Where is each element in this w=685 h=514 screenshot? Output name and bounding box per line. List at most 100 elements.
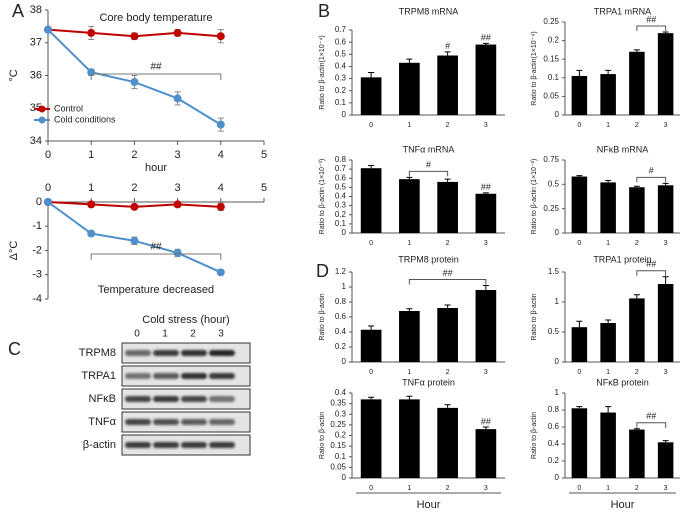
x-tick-label: 2 xyxy=(635,369,639,376)
y-tick-label: 0.7 xyxy=(335,25,347,34)
error-bar xyxy=(444,404,451,408)
annotation: ## xyxy=(150,62,162,73)
x-tick-label: 3 xyxy=(484,485,488,492)
x-tick-label: 3 xyxy=(175,149,181,161)
bar xyxy=(360,77,382,115)
bar xyxy=(657,185,674,233)
y-tick-label: 1.5 xyxy=(548,267,560,276)
x-tick-label: 5 xyxy=(261,182,267,194)
panel-label: C xyxy=(8,339,21,359)
blot-band xyxy=(181,396,207,402)
bar xyxy=(629,298,645,362)
x-tick-label: 3 xyxy=(175,182,181,194)
y-tick-label: 0.4 xyxy=(335,62,347,71)
y-tick-label: 0 xyxy=(555,473,560,482)
point xyxy=(173,94,182,103)
bar xyxy=(600,182,616,233)
y-tick-label: 0.75 xyxy=(543,155,559,164)
blot-band xyxy=(153,419,179,425)
chart-title: NFκB protein xyxy=(596,377,649,387)
error-bar xyxy=(406,58,413,63)
y-axis-label: Ratio to β-actin xyxy=(531,412,538,459)
x-tick-label: 2 xyxy=(635,122,639,129)
error-bar xyxy=(605,179,612,183)
y-tick-label: 0.5 xyxy=(335,182,347,191)
chart-title: TRPA1 protein xyxy=(593,254,651,264)
bar xyxy=(437,407,458,478)
bar xyxy=(475,429,497,478)
y-axis-label: °C xyxy=(8,69,20,81)
bar xyxy=(437,55,458,115)
error-bar xyxy=(482,426,489,430)
point xyxy=(44,198,52,206)
y-tick-label: 0.2 xyxy=(548,456,560,465)
x-axis-label: hour xyxy=(145,162,167,174)
blot-band xyxy=(181,373,207,379)
y-tick-label: 0 xyxy=(342,473,347,482)
bar xyxy=(399,62,420,115)
blot-row-label: TRPA1 xyxy=(81,370,116,382)
y-tick-label: 0 xyxy=(555,110,560,119)
bar xyxy=(399,311,420,362)
error-bar xyxy=(633,428,640,430)
x-tick-label: 1 xyxy=(407,122,411,129)
x-tick-label: 4 xyxy=(218,149,224,161)
y-tick-label: 1.2 xyxy=(335,267,347,276)
x-tick-label: 3 xyxy=(664,369,668,376)
blot-band xyxy=(209,419,235,425)
error-bar xyxy=(444,51,451,56)
x-tick-label: 1 xyxy=(407,485,411,492)
point xyxy=(173,28,182,37)
bar xyxy=(571,176,588,233)
blot-band xyxy=(125,373,151,379)
y-tick-label: 0.4 xyxy=(335,192,347,201)
y-tick-label: 0.15 xyxy=(330,441,346,450)
bar xyxy=(399,399,420,478)
error-bar xyxy=(368,325,375,330)
blot-band xyxy=(209,350,235,356)
blot-band xyxy=(181,419,207,425)
error-bar xyxy=(368,396,375,400)
y-tick-label: 0.3 xyxy=(335,409,347,418)
x-tick-label: 3 xyxy=(664,485,668,492)
bracket xyxy=(408,279,487,285)
error-bar xyxy=(662,440,669,443)
y-tick-label: 0 xyxy=(555,228,560,237)
error-bar xyxy=(605,319,612,323)
error-bar xyxy=(368,72,375,78)
x-tick-label: 1 xyxy=(606,485,610,492)
y-tick-label: 38 xyxy=(30,4,42,16)
y-tick-label: 0.25 xyxy=(330,420,346,429)
chart-title: TNFα mRNA xyxy=(403,144,455,154)
point xyxy=(87,229,96,238)
y-axis-label: Ratio to β-actin(1×10⁻⁴) xyxy=(531,31,538,105)
panel-label: B xyxy=(318,1,330,21)
y-tick-label: 0.25 xyxy=(543,204,559,213)
error-bar xyxy=(633,49,640,52)
chart-title: TNFα protein xyxy=(402,377,455,387)
error-bar xyxy=(482,192,489,194)
chart-title: TRPM8 mRNA xyxy=(399,6,459,16)
y-tick-label: 0.5 xyxy=(548,179,560,188)
lane-label: 0 xyxy=(134,329,140,340)
error-bar xyxy=(368,164,375,169)
blot-band xyxy=(209,373,235,379)
blot-band xyxy=(153,373,179,379)
bar xyxy=(657,284,674,362)
x-tick-label: 2 xyxy=(446,485,450,492)
bar xyxy=(475,290,497,362)
error-bar xyxy=(576,320,583,328)
error-bar xyxy=(444,304,451,308)
point xyxy=(87,200,96,209)
error-bar xyxy=(662,276,669,284)
x-tick-label: 0 xyxy=(369,240,373,247)
x-tick-label: 1 xyxy=(606,369,610,376)
bar xyxy=(437,308,458,362)
bar xyxy=(657,442,674,478)
blot-band xyxy=(153,442,179,448)
bracket xyxy=(636,176,667,183)
y-tick-label: 0 xyxy=(36,196,42,208)
bar xyxy=(571,408,588,478)
blot-band xyxy=(153,350,179,356)
